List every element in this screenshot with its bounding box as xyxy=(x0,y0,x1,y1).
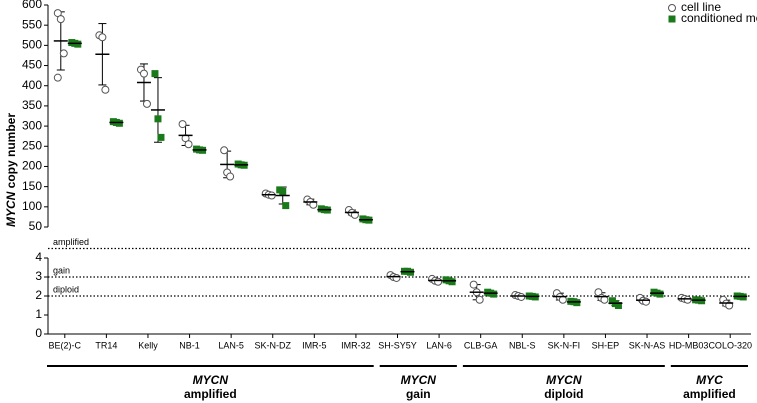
y-tick-label: 500 xyxy=(22,38,42,52)
y-tick-label: 0 xyxy=(35,326,42,340)
data-point xyxy=(642,297,651,306)
data-point xyxy=(282,202,290,210)
data-point xyxy=(53,73,62,82)
x-tick-label: LAN-6 xyxy=(426,340,452,350)
y-label-text: copy number xyxy=(4,113,18,189)
reference-label: diploid xyxy=(53,284,79,294)
data-point xyxy=(614,302,622,309)
data-point xyxy=(142,99,151,108)
data-point xyxy=(573,299,581,307)
y-tick-label: 600 xyxy=(22,0,42,11)
y-tick-label: 1 xyxy=(35,307,42,321)
x-tick-label: IMR-32 xyxy=(341,340,371,350)
y-tick-label: 300 xyxy=(22,118,42,132)
y-tick-label: 3 xyxy=(35,269,42,283)
y-axis-label: MYCN copy number xyxy=(4,113,18,227)
y-tick-label: 550 xyxy=(22,17,42,31)
reference-label: gain xyxy=(53,265,70,275)
group-status: amplified xyxy=(683,387,736,401)
y-tick-label: 450 xyxy=(22,58,42,72)
data-point xyxy=(56,15,65,24)
x-tick-label: SK-N-AS xyxy=(629,340,666,350)
group-gene: MYC xyxy=(696,373,723,387)
data-point xyxy=(101,85,110,94)
data-point xyxy=(490,290,498,298)
data-point xyxy=(226,172,235,181)
data-point xyxy=(656,290,664,298)
data-point xyxy=(59,49,68,58)
data-point xyxy=(151,70,159,78)
data-point xyxy=(154,115,162,123)
group-status: gain xyxy=(406,387,431,401)
data-point xyxy=(139,69,148,78)
y-tick-label: 250 xyxy=(22,138,42,152)
data-point xyxy=(267,191,276,200)
data-point xyxy=(517,292,526,301)
data-point xyxy=(392,273,401,282)
x-tick-label: TR14 xyxy=(95,340,117,350)
x-tick-label: SH-EP xyxy=(592,340,620,350)
data-point xyxy=(469,280,478,289)
y-tick-label: 400 xyxy=(22,78,42,92)
y-label-gene: MYCN xyxy=(4,191,18,227)
y-tick-label: 4 xyxy=(35,250,42,264)
group-gene: MYCN xyxy=(401,373,437,387)
data-point xyxy=(74,40,82,48)
y-tick-label: 50 xyxy=(29,219,43,233)
group-gene: MYCN xyxy=(546,373,582,387)
x-tick-label: IMR-5 xyxy=(302,340,327,350)
data-point xyxy=(600,295,609,304)
legend-marker xyxy=(668,4,676,12)
x-tick-label: HD-MB03 xyxy=(669,340,709,350)
x-tick-label: SH-SY5Y xyxy=(378,340,417,350)
data-point xyxy=(434,277,443,286)
x-tick-label: SK-N-DZ xyxy=(254,340,291,350)
y-tick-label: 100 xyxy=(22,199,42,213)
data-point xyxy=(184,140,193,149)
y-tick-label: 200 xyxy=(22,159,42,173)
x-tick-label: LAN-5 xyxy=(218,340,244,350)
y-tick-label: 150 xyxy=(22,179,42,193)
legend-label: conditioned medium xyxy=(681,11,757,25)
data-point xyxy=(98,33,107,42)
x-tick-label: Kelly xyxy=(138,340,158,350)
data-point xyxy=(157,133,165,141)
legend-marker xyxy=(668,15,676,23)
x-tick-label: SK-N-FI xyxy=(548,340,581,350)
data-point xyxy=(475,295,484,304)
data-point xyxy=(448,278,456,286)
group-status: diploid xyxy=(544,387,583,401)
reference-label: amplified xyxy=(53,237,89,247)
data-point xyxy=(115,119,123,127)
x-tick-label: COLO-320 xyxy=(708,340,752,350)
data-point xyxy=(178,120,187,129)
data-point xyxy=(220,146,229,155)
data-point xyxy=(558,295,567,304)
x-tick-label: NB-1 xyxy=(179,340,200,350)
x-tick-label: NBL-S xyxy=(509,340,536,350)
x-tick-label: CLB-GA xyxy=(464,340,498,350)
y-tick-label: 350 xyxy=(22,98,42,112)
legend-label: cell line xyxy=(681,0,721,14)
y-tick-label: 2 xyxy=(35,288,42,302)
group-status: amplified xyxy=(184,387,237,401)
group-gene: MYCN xyxy=(193,373,229,387)
data-point xyxy=(683,295,692,304)
x-tick-label: BE(2)-C xyxy=(49,340,82,350)
data-point xyxy=(279,187,287,195)
